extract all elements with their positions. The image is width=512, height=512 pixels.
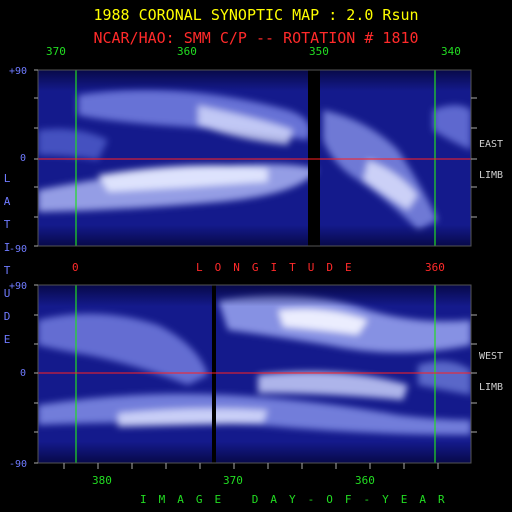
top-x-tick-360: 360 xyxy=(177,45,197,58)
top-panel-frame xyxy=(34,69,477,247)
bottom-y-tick-minus90: -90 xyxy=(9,459,28,470)
top-x-tick-340: 340 xyxy=(441,45,461,58)
top-x-tick-370: 370 xyxy=(46,45,66,58)
latitude-letter: U xyxy=(3,287,11,300)
map-subtitle: NCAR/HAO: SMM C/P -- ROTATION # 1810 xyxy=(93,29,419,47)
east-limb-synoptic-map xyxy=(38,70,471,246)
west-limb-synoptic-map xyxy=(38,285,471,463)
bottom-y-tick-plus90: +90 xyxy=(9,281,28,292)
limb-label-bottom: LIMB xyxy=(479,382,504,393)
day-of-year-axis-label: IMAGE DAY-OF-YEAR xyxy=(140,493,457,506)
west-label: WEST xyxy=(479,351,504,362)
bottom-x-tick-370: 370 xyxy=(223,474,243,487)
longitude-axis-label: LONGITUDE xyxy=(196,261,364,274)
latitude-letter: T xyxy=(3,264,11,277)
bottom-y-tick-0: 0 xyxy=(20,368,27,379)
latitude-letter: I xyxy=(3,241,11,254)
top-x-tick-350: 350 xyxy=(309,45,329,58)
top-y-tick-minus90: -90 xyxy=(9,244,28,255)
map-title: 1988 CORONAL SYNOPTIC MAP : 2.0 Rsun xyxy=(93,6,419,24)
longitude-tick-0: 0 xyxy=(72,261,79,274)
top-y-tick-plus90: +90 xyxy=(9,66,28,77)
bottom-x-tick-380: 380 xyxy=(92,474,112,487)
latitude-letter: D xyxy=(3,310,11,323)
bottom-panel-frame xyxy=(34,284,477,469)
bottom-x-tick-360: 360 xyxy=(355,474,375,487)
limb-label-top: LIMB xyxy=(479,170,504,181)
top-y-tick-0: 0 xyxy=(20,153,27,164)
east-label: EAST xyxy=(479,139,504,150)
latitude-letter: A xyxy=(3,195,11,208)
latitude-letter: L xyxy=(3,172,11,185)
latitude-letter: T xyxy=(3,218,11,231)
latitude-letter: E xyxy=(3,333,11,346)
longitude-tick-360: 360 xyxy=(425,261,445,274)
